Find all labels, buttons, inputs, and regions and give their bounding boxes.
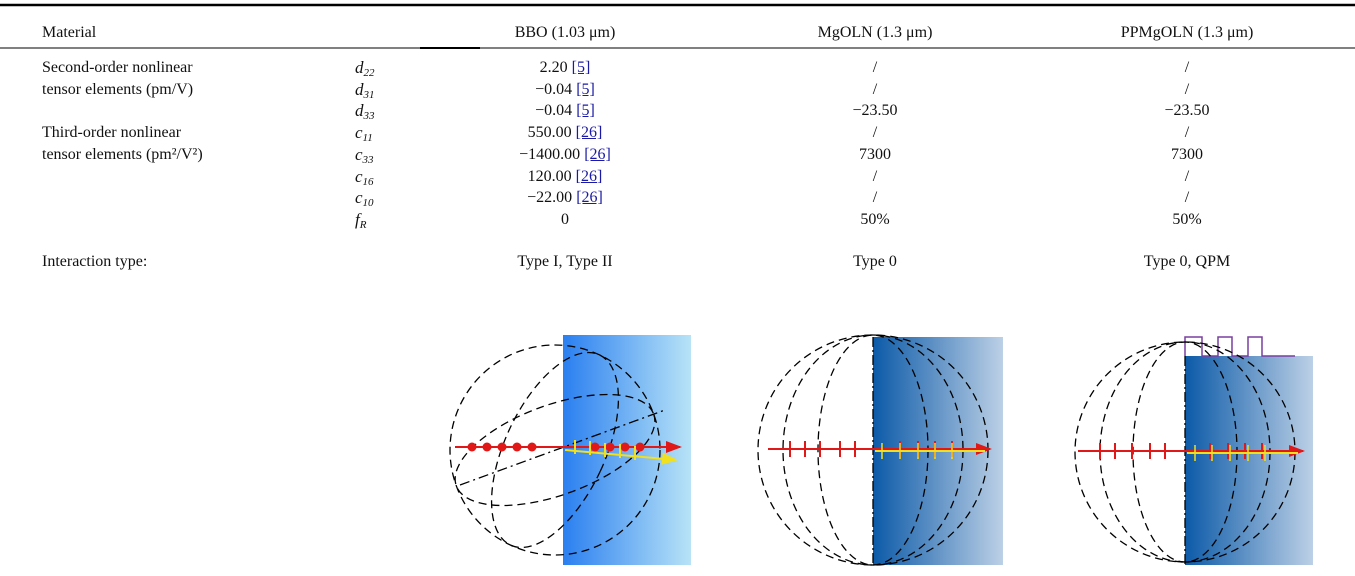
cell-value: −23.50: [1164, 102, 1210, 120]
symbol-base: d: [355, 58, 364, 77]
cell-value: /: [872, 189, 878, 207]
row-label: Third-order nonlinear: [42, 124, 182, 142]
cell-value: −22.00: [527, 189, 573, 207]
cell: −23.50: [852, 101, 897, 121]
symbol-sub: R: [359, 218, 367, 231]
symbol-sub: 11: [362, 132, 373, 145]
cell-value: 7300: [859, 145, 891, 163]
symbol-base: c: [355, 123, 363, 143]
citation-link[interactable]: [26]: [575, 167, 603, 185]
cell-value: 120.00: [527, 167, 572, 185]
column-header: BBO (1.03 μm): [514, 24, 616, 41]
cell: /: [1185, 58, 1189, 78]
cell-value: /: [872, 167, 878, 185]
cell-value: /: [1184, 124, 1190, 142]
cell: /: [1185, 123, 1189, 143]
cell-value: −1400.00: [519, 145, 581, 163]
cell: /: [873, 80, 877, 100]
symbol-sub: 33: [363, 110, 375, 123]
cell: 7300: [859, 145, 891, 165]
cell: −22.00 [26]: [527, 188, 603, 208]
cell-value: 550.00: [527, 124, 572, 142]
cell-value: 7300: [1171, 145, 1203, 163]
cell: −23.50: [1164, 101, 1209, 121]
citation-link[interactable]: [26]: [576, 189, 603, 207]
cell: 7300: [1171, 145, 1203, 165]
symbol: d33: [355, 101, 375, 126]
symbol: c10: [355, 188, 374, 213]
symbol: c33: [355, 145, 374, 170]
column-header: PPMgOLN (1.3 μm): [1120, 24, 1254, 41]
symbol: fR: [355, 210, 366, 235]
cell-value: 50%: [1172, 210, 1202, 228]
row-label: tensor elements (pm/V): [42, 80, 194, 98]
cell-value: /: [1184, 59, 1190, 76]
cell-value: 2.20: [539, 59, 568, 76]
cell-value: /: [1184, 189, 1190, 207]
cell-value: 0: [561, 210, 569, 228]
cell: Type 0, QPM: [1143, 253, 1231, 270]
cell: /: [1185, 167, 1189, 187]
cell: /: [1185, 80, 1189, 100]
citation-link[interactable]: [5]: [576, 80, 595, 98]
cell: /: [873, 167, 877, 187]
cell: 0: [561, 210, 569, 230]
row-label: tensor elements (pm²/V²): [42, 145, 203, 163]
cell-value: /: [872, 59, 878, 76]
symbol: d22: [355, 58, 375, 83]
symbol-base: d: [355, 79, 364, 99]
cell: /: [873, 188, 877, 208]
citation-link[interactable]: [26]: [584, 145, 611, 163]
citation-link[interactable]: [5]: [576, 102, 595, 120]
cell: 2.20 [5]: [540, 58, 591, 78]
cell: −0.04 [5]: [535, 101, 595, 121]
cell: 120.00 [26]: [528, 167, 603, 187]
cell-value: /: [1184, 167, 1190, 185]
row-label: Interaction type:: [42, 253, 148, 270]
mgoln-diagram: [757, 334, 1003, 566]
cell: 50%: [1172, 210, 1201, 230]
symbol-sub: 22: [363, 67, 375, 79]
cell-value: −23.50: [852, 102, 898, 120]
cell: −1400.00 [26]: [519, 145, 611, 165]
symbol: c16: [355, 167, 374, 192]
cell: /: [1185, 188, 1189, 208]
symbol-base: c: [355, 188, 363, 208]
symbol-base: f: [355, 209, 360, 229]
cell-value: 50%: [860, 210, 890, 228]
symbol: c11: [355, 123, 373, 148]
symbol: d31: [355, 80, 375, 105]
cell: 550.00 [26]: [528, 123, 603, 143]
cell-value: /: [872, 80, 878, 98]
ppmgoln-diagram: [1074, 336, 1313, 565]
bbo-diagram: [449, 335, 691, 565]
cell-value: −0.04: [535, 80, 573, 98]
cell: /: [873, 123, 877, 143]
cell: Type 0: [853, 253, 897, 270]
citation-link[interactable]: [26]: [575, 124, 603, 142]
cell: 50%: [860, 210, 889, 230]
symbol-base: c: [355, 144, 363, 164]
cell-value: −0.04: [535, 102, 573, 120]
column-header: MgOLN (1.3 μm): [817, 24, 933, 41]
cell-value: /: [872, 124, 878, 142]
cell: /: [873, 58, 877, 78]
cell: −0.04 [5]: [535, 80, 595, 100]
symbol-base: d: [355, 101, 364, 121]
symbol-sub: 31: [363, 88, 375, 101]
column-header: Material: [42, 24, 97, 41]
symbol-base: c: [355, 166, 363, 186]
symbol-sub: 16: [362, 175, 374, 188]
symbol-sub: 33: [362, 153, 374, 166]
citation-link[interactable]: [5]: [571, 59, 591, 76]
cell-value: /: [1184, 80, 1190, 98]
row-label: Second-order nonlinear: [42, 59, 193, 76]
symbol-sub: 10: [362, 197, 374, 210]
cell: Type I, Type II: [517, 253, 613, 270]
